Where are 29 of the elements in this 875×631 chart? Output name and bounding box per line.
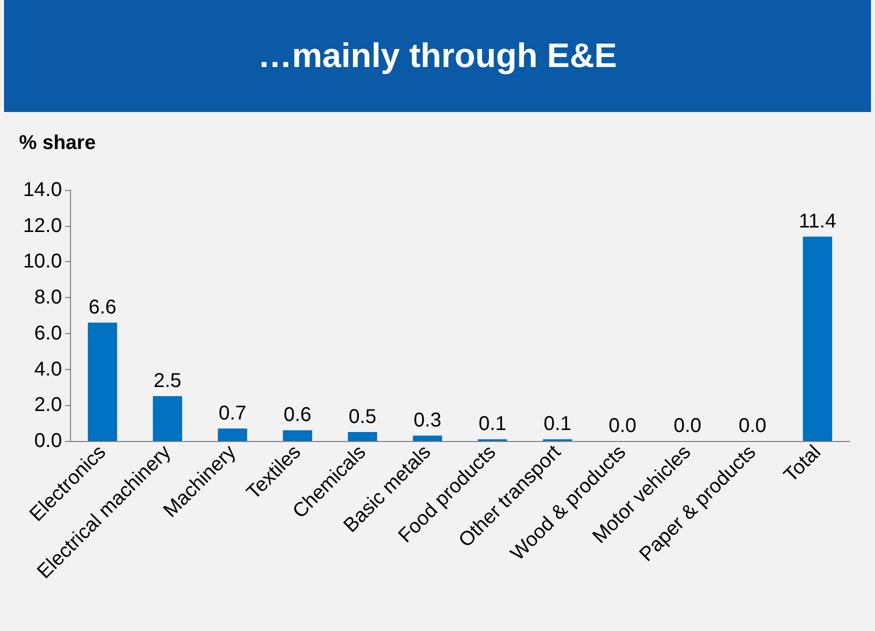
y-tick-label: 10.0 bbox=[23, 250, 62, 273]
data-label: 2.5 bbox=[154, 370, 182, 392]
bar bbox=[412, 436, 442, 441]
y-tick-label: 12.0 bbox=[23, 214, 62, 237]
data-label: 0.7 bbox=[218, 402, 246, 424]
data-label: 0.5 bbox=[348, 406, 376, 428]
data-label: 0.0 bbox=[738, 415, 766, 437]
bar bbox=[152, 396, 182, 441]
y-axis-title: % share bbox=[19, 132, 96, 154]
data-label: 6.6 bbox=[88, 296, 116, 319]
y-tick-label: 6.0 bbox=[34, 322, 62, 344]
bar bbox=[802, 236, 832, 441]
bar bbox=[282, 430, 312, 441]
data-label: 0.0 bbox=[608, 415, 636, 437]
data-label: 0.1 bbox=[544, 413, 572, 436]
y-tick-label: 14.0 bbox=[23, 179, 62, 201]
bar bbox=[348, 432, 378, 441]
y-tick-label: 8.0 bbox=[34, 286, 62, 309]
y-tick-label: 0.0 bbox=[34, 430, 62, 452]
chart-title: …mainly through E&E bbox=[4, 0, 871, 112]
y-tick-label: 2.0 bbox=[34, 394, 62, 416]
data-label: 0.6 bbox=[284, 404, 312, 426]
bar bbox=[218, 428, 248, 441]
bar bbox=[88, 322, 118, 441]
data-label: 11.4 bbox=[798, 210, 836, 233]
y-tick-label: 4.0 bbox=[34, 358, 62, 380]
data-label: 0.1 bbox=[478, 413, 506, 436]
data-label: 0.3 bbox=[414, 410, 442, 432]
data-label: 0.0 bbox=[674, 415, 702, 437]
